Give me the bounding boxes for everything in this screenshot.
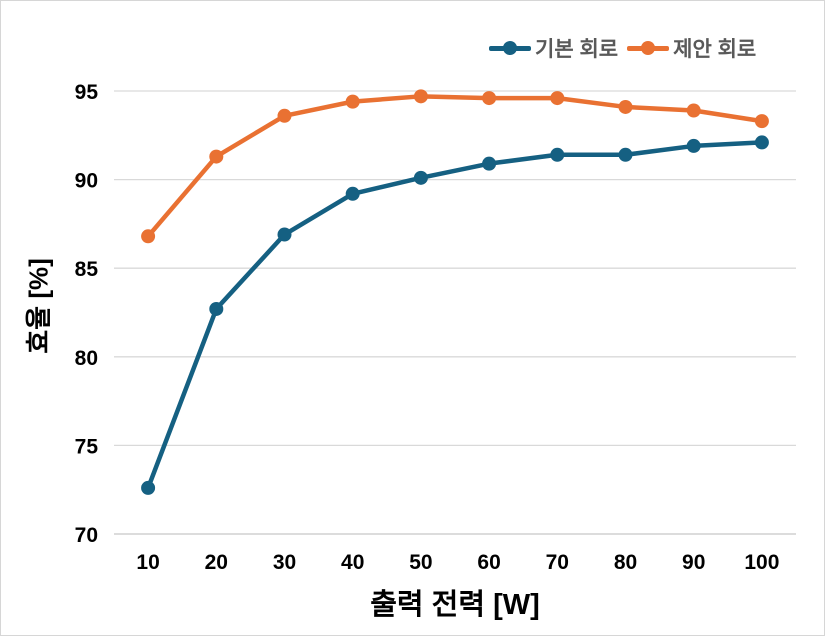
series-point xyxy=(686,103,701,118)
x-tick-label: 30 xyxy=(273,551,296,574)
series-point xyxy=(277,227,292,242)
series-line xyxy=(145,140,765,491)
y-tick-label: 85 xyxy=(75,258,99,281)
legend-line-marker-icon xyxy=(627,41,670,55)
series-point xyxy=(345,186,360,201)
x-tick-label: 90 xyxy=(682,551,705,574)
y-tick-label: 95 xyxy=(75,81,99,104)
y-tick-label: 90 xyxy=(75,170,98,193)
y-tick-label: 80 xyxy=(75,347,98,370)
x-tick-label: 60 xyxy=(477,551,500,574)
series-point xyxy=(413,89,428,104)
series-point xyxy=(141,229,156,244)
legend-item-proposed-circuit: 제안 회로 xyxy=(627,33,756,63)
series-point xyxy=(686,138,701,153)
series-point xyxy=(209,301,224,316)
series-line xyxy=(145,94,765,239)
x-axis-title: 출력 전력 [W] xyxy=(370,589,540,621)
x-tick-label: 80 xyxy=(614,551,637,574)
x-tick-label: 50 xyxy=(409,551,432,574)
legend-item-basic-circuit: 기본 회로 xyxy=(489,33,618,63)
legend-label: 기본 회로 xyxy=(535,38,619,61)
legend-dot-icon xyxy=(503,41,517,55)
series-point xyxy=(482,91,497,106)
series-point xyxy=(482,156,497,171)
legend-dot-icon xyxy=(641,41,656,55)
series-point xyxy=(618,147,633,162)
chart-legend: 기본 회로 제안 회로 xyxy=(489,33,756,63)
y-axis-title: 효율 [%] xyxy=(23,258,54,354)
series-point xyxy=(754,135,769,150)
series-point xyxy=(618,99,633,114)
series-point xyxy=(209,149,224,164)
series-point xyxy=(413,170,428,185)
y-tick-label: 70 xyxy=(75,524,98,547)
series-point xyxy=(754,114,769,129)
x-tick-label: 40 xyxy=(341,551,364,574)
x-tick-label: 100 xyxy=(744,551,779,574)
series-point xyxy=(277,108,292,123)
legend-label: 제안 회로 xyxy=(673,38,757,61)
legend-line-marker-icon xyxy=(489,41,531,55)
x-tick-label: 70 xyxy=(546,551,569,574)
y-tick-label: 75 xyxy=(75,435,99,458)
x-tick-label: 20 xyxy=(205,551,228,574)
x-tick-label: 10 xyxy=(136,551,159,574)
series-point xyxy=(141,480,156,495)
series-point xyxy=(550,91,565,106)
series-point xyxy=(550,147,565,162)
series-point xyxy=(345,94,360,109)
